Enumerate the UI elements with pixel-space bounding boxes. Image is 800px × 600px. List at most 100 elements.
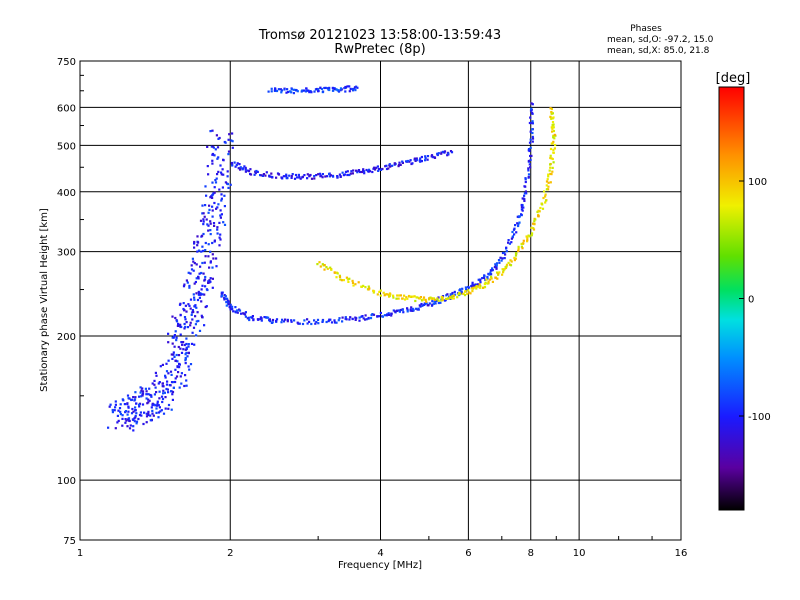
data-point: [213, 154, 216, 157]
data-point: [324, 86, 327, 89]
data-point: [517, 223, 520, 226]
data-point: [503, 257, 506, 260]
data-point: [116, 421, 119, 424]
data-point: [226, 175, 229, 178]
data-point: [419, 305, 422, 308]
data-point: [505, 246, 508, 249]
data-point: [161, 400, 164, 404]
data-point: [227, 303, 230, 306]
data-point: [172, 386, 175, 389]
data-point: [191, 309, 194, 312]
data-point: [237, 167, 240, 170]
data-point: [335, 88, 338, 91]
data-point: [520, 208, 523, 211]
data-point: [406, 307, 409, 310]
data-point: [403, 294, 406, 297]
data-point: [321, 319, 324, 322]
data-point: [179, 325, 182, 328]
data-point: [472, 286, 475, 289]
data-point: [339, 175, 342, 178]
data-point: [521, 197, 524, 200]
data-point: [198, 296, 201, 299]
data-point: [285, 91, 288, 94]
data-point: [351, 279, 354, 282]
data-point: [428, 302, 431, 305]
data-point: [444, 297, 448, 300]
data-point: [193, 246, 196, 249]
data-point: [244, 315, 247, 318]
data-point: [187, 343, 190, 346]
data-point: [393, 310, 397, 313]
data-point: [268, 318, 271, 321]
data-point: [443, 150, 447, 153]
data-point: [514, 224, 517, 227]
data-point: [200, 314, 203, 317]
data-point: [216, 228, 219, 231]
data-point: [197, 290, 200, 293]
data-point: [377, 169, 380, 172]
data-point: [441, 295, 445, 298]
data-point: [490, 277, 493, 280]
data-point: [165, 370, 169, 373]
data-point: [330, 268, 333, 271]
data-point: [434, 298, 437, 301]
data-point: [392, 294, 395, 297]
data-point: [135, 422, 138, 425]
data-point: [362, 168, 365, 171]
data-point: [252, 319, 255, 322]
data-point: [477, 283, 480, 286]
data-point: [410, 306, 413, 309]
data-point: [313, 90, 316, 93]
data-point: [161, 363, 164, 366]
data-point: [202, 249, 205, 252]
data-point: [162, 392, 165, 395]
data-point: [401, 297, 404, 300]
data-point: [141, 392, 145, 395]
data-point: [343, 173, 346, 176]
data-point: [451, 295, 454, 298]
data-point: [223, 223, 227, 226]
data-point: [215, 207, 218, 210]
data-point: [231, 146, 234, 149]
data-point: [550, 117, 553, 120]
data-point: [419, 157, 422, 160]
data-point: [316, 263, 319, 266]
data-point: [215, 257, 218, 260]
data-point: [179, 375, 182, 378]
data-point: [437, 152, 440, 155]
data-point: [409, 159, 412, 162]
data-point: [158, 381, 161, 384]
data-point: [153, 403, 156, 406]
data-point: [113, 409, 116, 412]
data-point: [409, 295, 412, 298]
data-point: [117, 409, 120, 412]
data-point: [326, 267, 329, 270]
data-point: [552, 126, 555, 129]
data-point: [236, 162, 239, 165]
data-point: [314, 322, 317, 325]
data-point: [426, 155, 430, 158]
data-point: [405, 160, 408, 163]
data-point: [414, 299, 417, 303]
data-point: [126, 418, 130, 421]
data-point: [474, 286, 477, 289]
data-point: [529, 116, 532, 119]
data-point: [170, 390, 173, 393]
data-point: [387, 293, 390, 296]
data-point: [505, 250, 508, 253]
data-point: [227, 300, 230, 303]
data-point: [316, 318, 320, 321]
data-point: [175, 375, 179, 378]
data-point: [192, 310, 195, 313]
data-point: [537, 209, 540, 212]
data-point: [367, 285, 370, 288]
data-point: [420, 160, 423, 163]
data-point: [522, 206, 525, 209]
data-point: [344, 86, 348, 89]
data-point: [238, 163, 241, 166]
y-tick-label: 600: [57, 103, 76, 114]
data-point: [460, 291, 463, 294]
data-point: [328, 88, 331, 92]
data-point: [194, 315, 197, 318]
data-point: [507, 261, 510, 264]
